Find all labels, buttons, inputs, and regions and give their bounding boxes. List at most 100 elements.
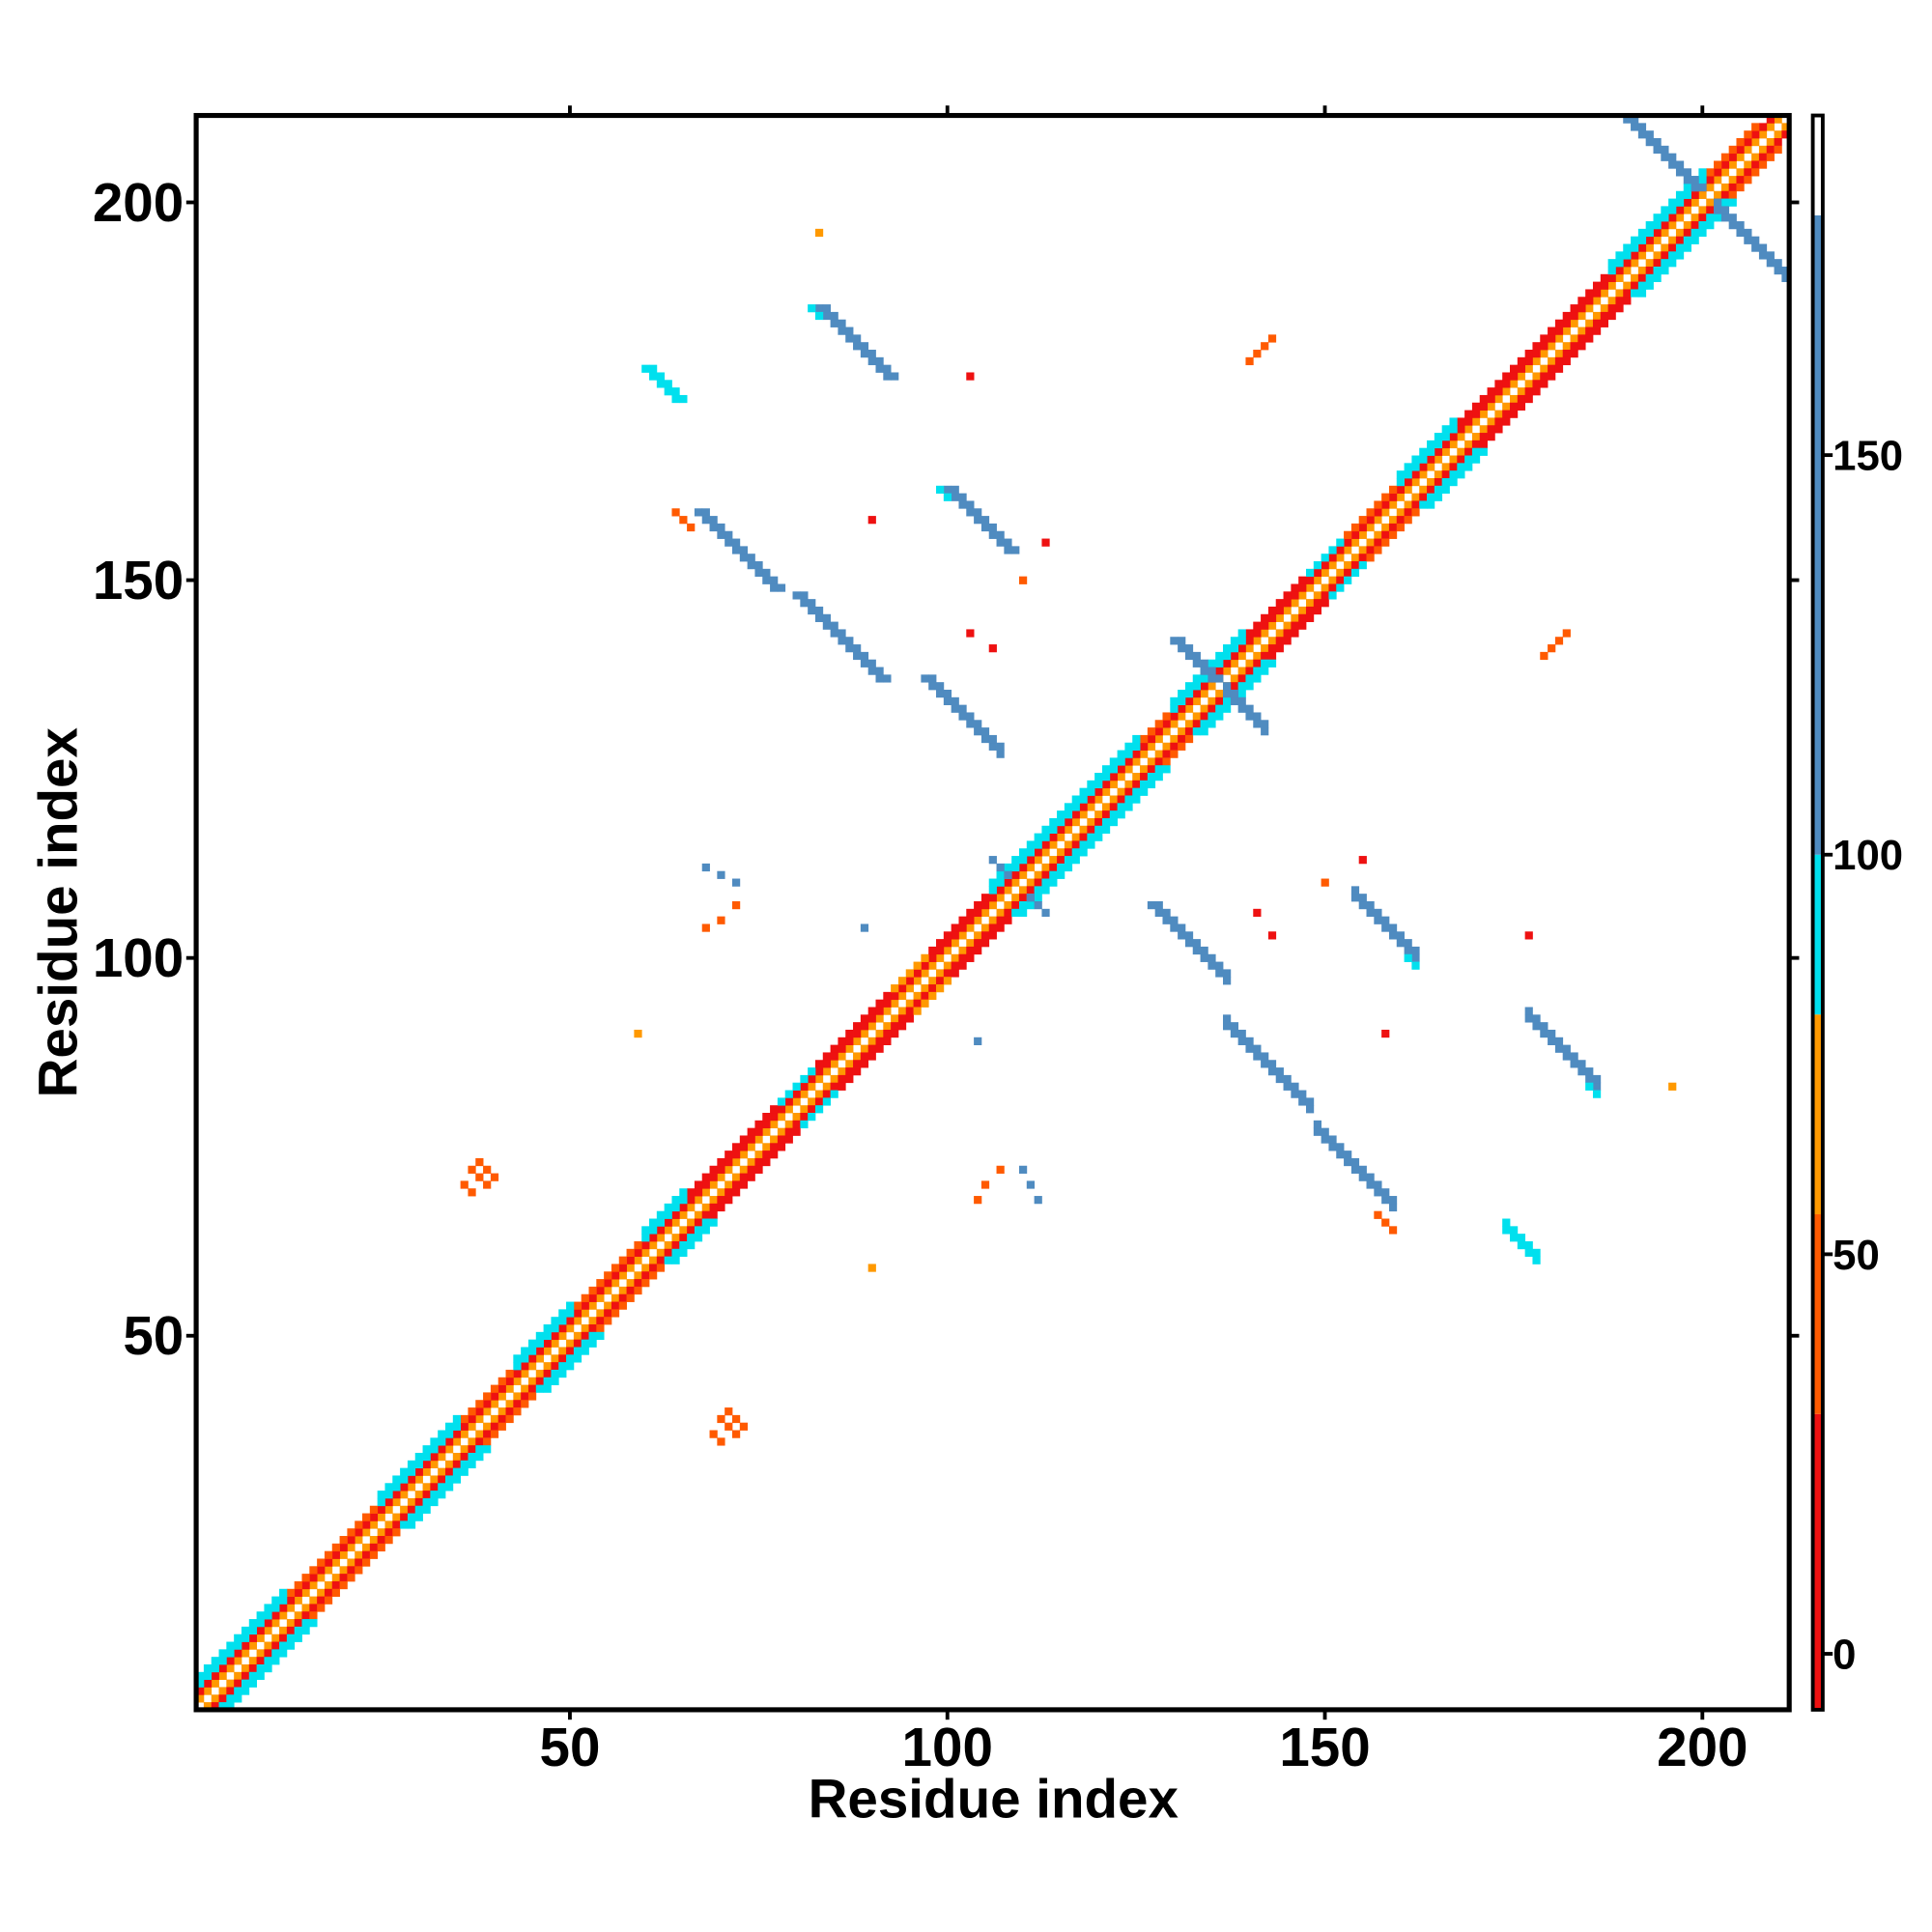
cell <box>671 1210 680 1219</box>
cell <box>1366 908 1375 918</box>
cell <box>1321 878 1329 887</box>
cell <box>1690 190 1699 199</box>
cell <box>468 1437 476 1446</box>
cell <box>234 1649 242 1658</box>
cell <box>1237 689 1246 698</box>
cell <box>784 1127 793 1136</box>
cell <box>400 1483 409 1492</box>
cell <box>701 1203 710 1212</box>
cell <box>1637 130 1647 139</box>
cell <box>664 387 672 396</box>
cell <box>1011 908 1020 918</box>
cell <box>355 1558 363 1567</box>
cell <box>867 1044 876 1053</box>
cell <box>1577 304 1586 313</box>
cell <box>921 953 929 962</box>
cell <box>1706 168 1715 177</box>
cell <box>694 1234 703 1242</box>
cell <box>1631 115 1639 124</box>
cell <box>1615 259 1624 268</box>
cell <box>814 1097 824 1106</box>
cell <box>988 734 997 744</box>
cell <box>1562 356 1571 366</box>
cell <box>626 1248 635 1258</box>
cell <box>1004 878 1012 887</box>
cell <box>1140 750 1149 758</box>
cell <box>1170 734 1179 744</box>
cell <box>1192 689 1201 698</box>
cell <box>860 923 869 932</box>
cell <box>347 1543 355 1552</box>
cell <box>392 1528 401 1537</box>
cell <box>943 931 952 940</box>
cell <box>687 1188 696 1197</box>
cell <box>1720 168 1730 177</box>
cell <box>694 1180 703 1189</box>
cell <box>905 969 914 978</box>
cell <box>1223 1022 1232 1031</box>
cell <box>1117 773 1125 781</box>
cell <box>521 1362 529 1371</box>
cell <box>535 1384 544 1393</box>
cell <box>1034 848 1042 857</box>
cell <box>618 1271 627 1280</box>
cell <box>1585 304 1594 313</box>
cell <box>1411 961 1420 970</box>
cell <box>724 1196 733 1205</box>
cell <box>800 1105 809 1114</box>
cell <box>958 712 967 721</box>
cell <box>754 1120 763 1129</box>
cell <box>497 1377 506 1385</box>
cell <box>1570 1060 1578 1068</box>
cell <box>1140 765 1149 774</box>
cell <box>951 493 959 501</box>
cell <box>1245 682 1254 691</box>
cell <box>739 1180 749 1189</box>
cell <box>1124 750 1133 758</box>
cell <box>1223 977 1232 985</box>
cell <box>1215 659 1224 668</box>
cell <box>943 485 952 495</box>
cell <box>1117 810 1125 819</box>
cell <box>355 1550 363 1559</box>
cell <box>1208 674 1216 683</box>
cell <box>218 1702 227 1711</box>
cell <box>709 1173 718 1181</box>
cell <box>460 1422 469 1431</box>
cell <box>1374 500 1382 509</box>
cell <box>958 961 967 970</box>
cell <box>324 1596 333 1605</box>
cell <box>1305 606 1315 615</box>
cell <box>1653 138 1662 147</box>
cell <box>535 1369 544 1378</box>
cell <box>1577 297 1586 305</box>
cell <box>1720 213 1730 222</box>
cell <box>1200 682 1208 691</box>
cell <box>521 1369 529 1378</box>
cell <box>1675 168 1685 177</box>
cell <box>1253 637 1262 645</box>
cell <box>838 319 846 327</box>
cell <box>490 1384 499 1393</box>
cell <box>271 1619 280 1628</box>
cell <box>1344 530 1352 539</box>
cell <box>792 1082 801 1091</box>
cell <box>445 1445 454 1454</box>
cell <box>1675 190 1685 199</box>
cell <box>1200 659 1208 668</box>
cell <box>800 1090 809 1098</box>
cell <box>1548 644 1556 653</box>
cell <box>1132 750 1141 758</box>
cell <box>1366 1173 1375 1181</box>
cell <box>1675 160 1685 169</box>
cell <box>241 1649 250 1658</box>
y-tick-label: 150 <box>93 550 184 611</box>
cell <box>1147 742 1156 751</box>
cell <box>1057 870 1065 879</box>
cell <box>422 1467 431 1476</box>
cell <box>234 1641 242 1650</box>
cell <box>1079 810 1088 819</box>
cell <box>1554 334 1564 343</box>
cell <box>951 485 959 495</box>
cell <box>1034 870 1042 879</box>
